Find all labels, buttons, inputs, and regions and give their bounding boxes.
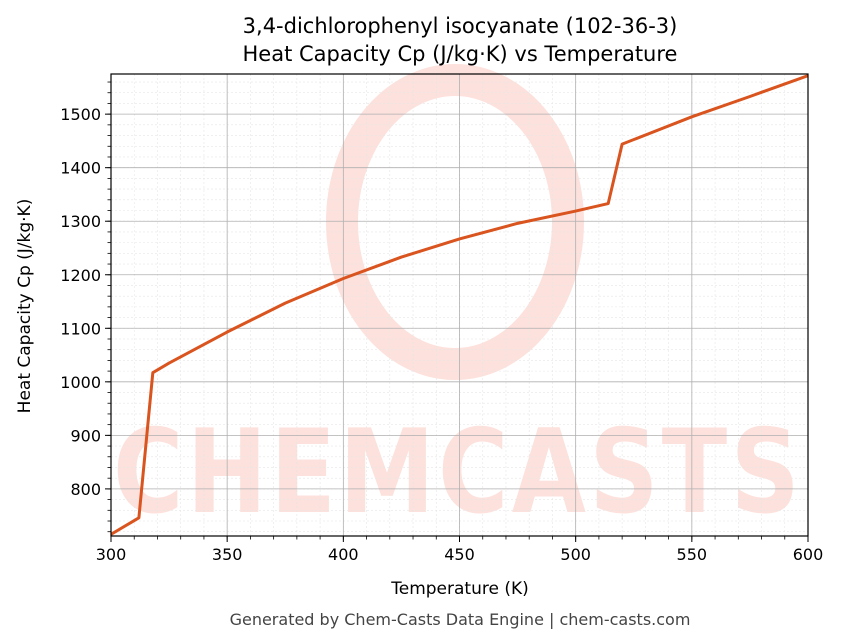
watermark-text: CHEMCASTS <box>113 405 803 540</box>
x-tick-label: 350 <box>212 545 243 564</box>
y-axis-label: Heat Capacity Cp (J/kg·K) <box>15 199 35 414</box>
y-tick-label: 900 <box>70 426 101 445</box>
major-gridlines <box>110 74 809 536</box>
series-layer <box>111 74 808 536</box>
y-tick-label: 800 <box>70 480 101 499</box>
y-tick-label: 1500 <box>60 105 101 124</box>
x-tick-label: 450 <box>444 545 475 564</box>
x-axis-label: Temperature (K) <box>390 579 529 599</box>
y-tick-label: 1100 <box>60 319 101 338</box>
series-line-0 <box>111 74 808 536</box>
y-tick-label: 1200 <box>60 266 101 285</box>
x-tick-label: 600 <box>793 545 824 564</box>
x-tick-label: 300 <box>96 545 127 564</box>
x-tick-label: 400 <box>328 545 359 564</box>
footer-credit: Generated by Chem-Casts Data Engine | ch… <box>230 610 691 629</box>
y-tick-label: 1300 <box>60 212 101 231</box>
chart-title: 3,4-dichlorophenyl isocyanate (102-36-3) <box>243 14 678 38</box>
chart-subtitle: Heat Capacity Cp (J/kg·K) vs Temperature <box>243 42 678 66</box>
y-tick-label: 1400 <box>60 159 101 178</box>
y-tick-label: 1000 <box>60 373 101 392</box>
x-tick-label: 550 <box>677 545 708 564</box>
x-tick-label: 500 <box>560 545 591 564</box>
plot-frame <box>110 73 809 537</box>
